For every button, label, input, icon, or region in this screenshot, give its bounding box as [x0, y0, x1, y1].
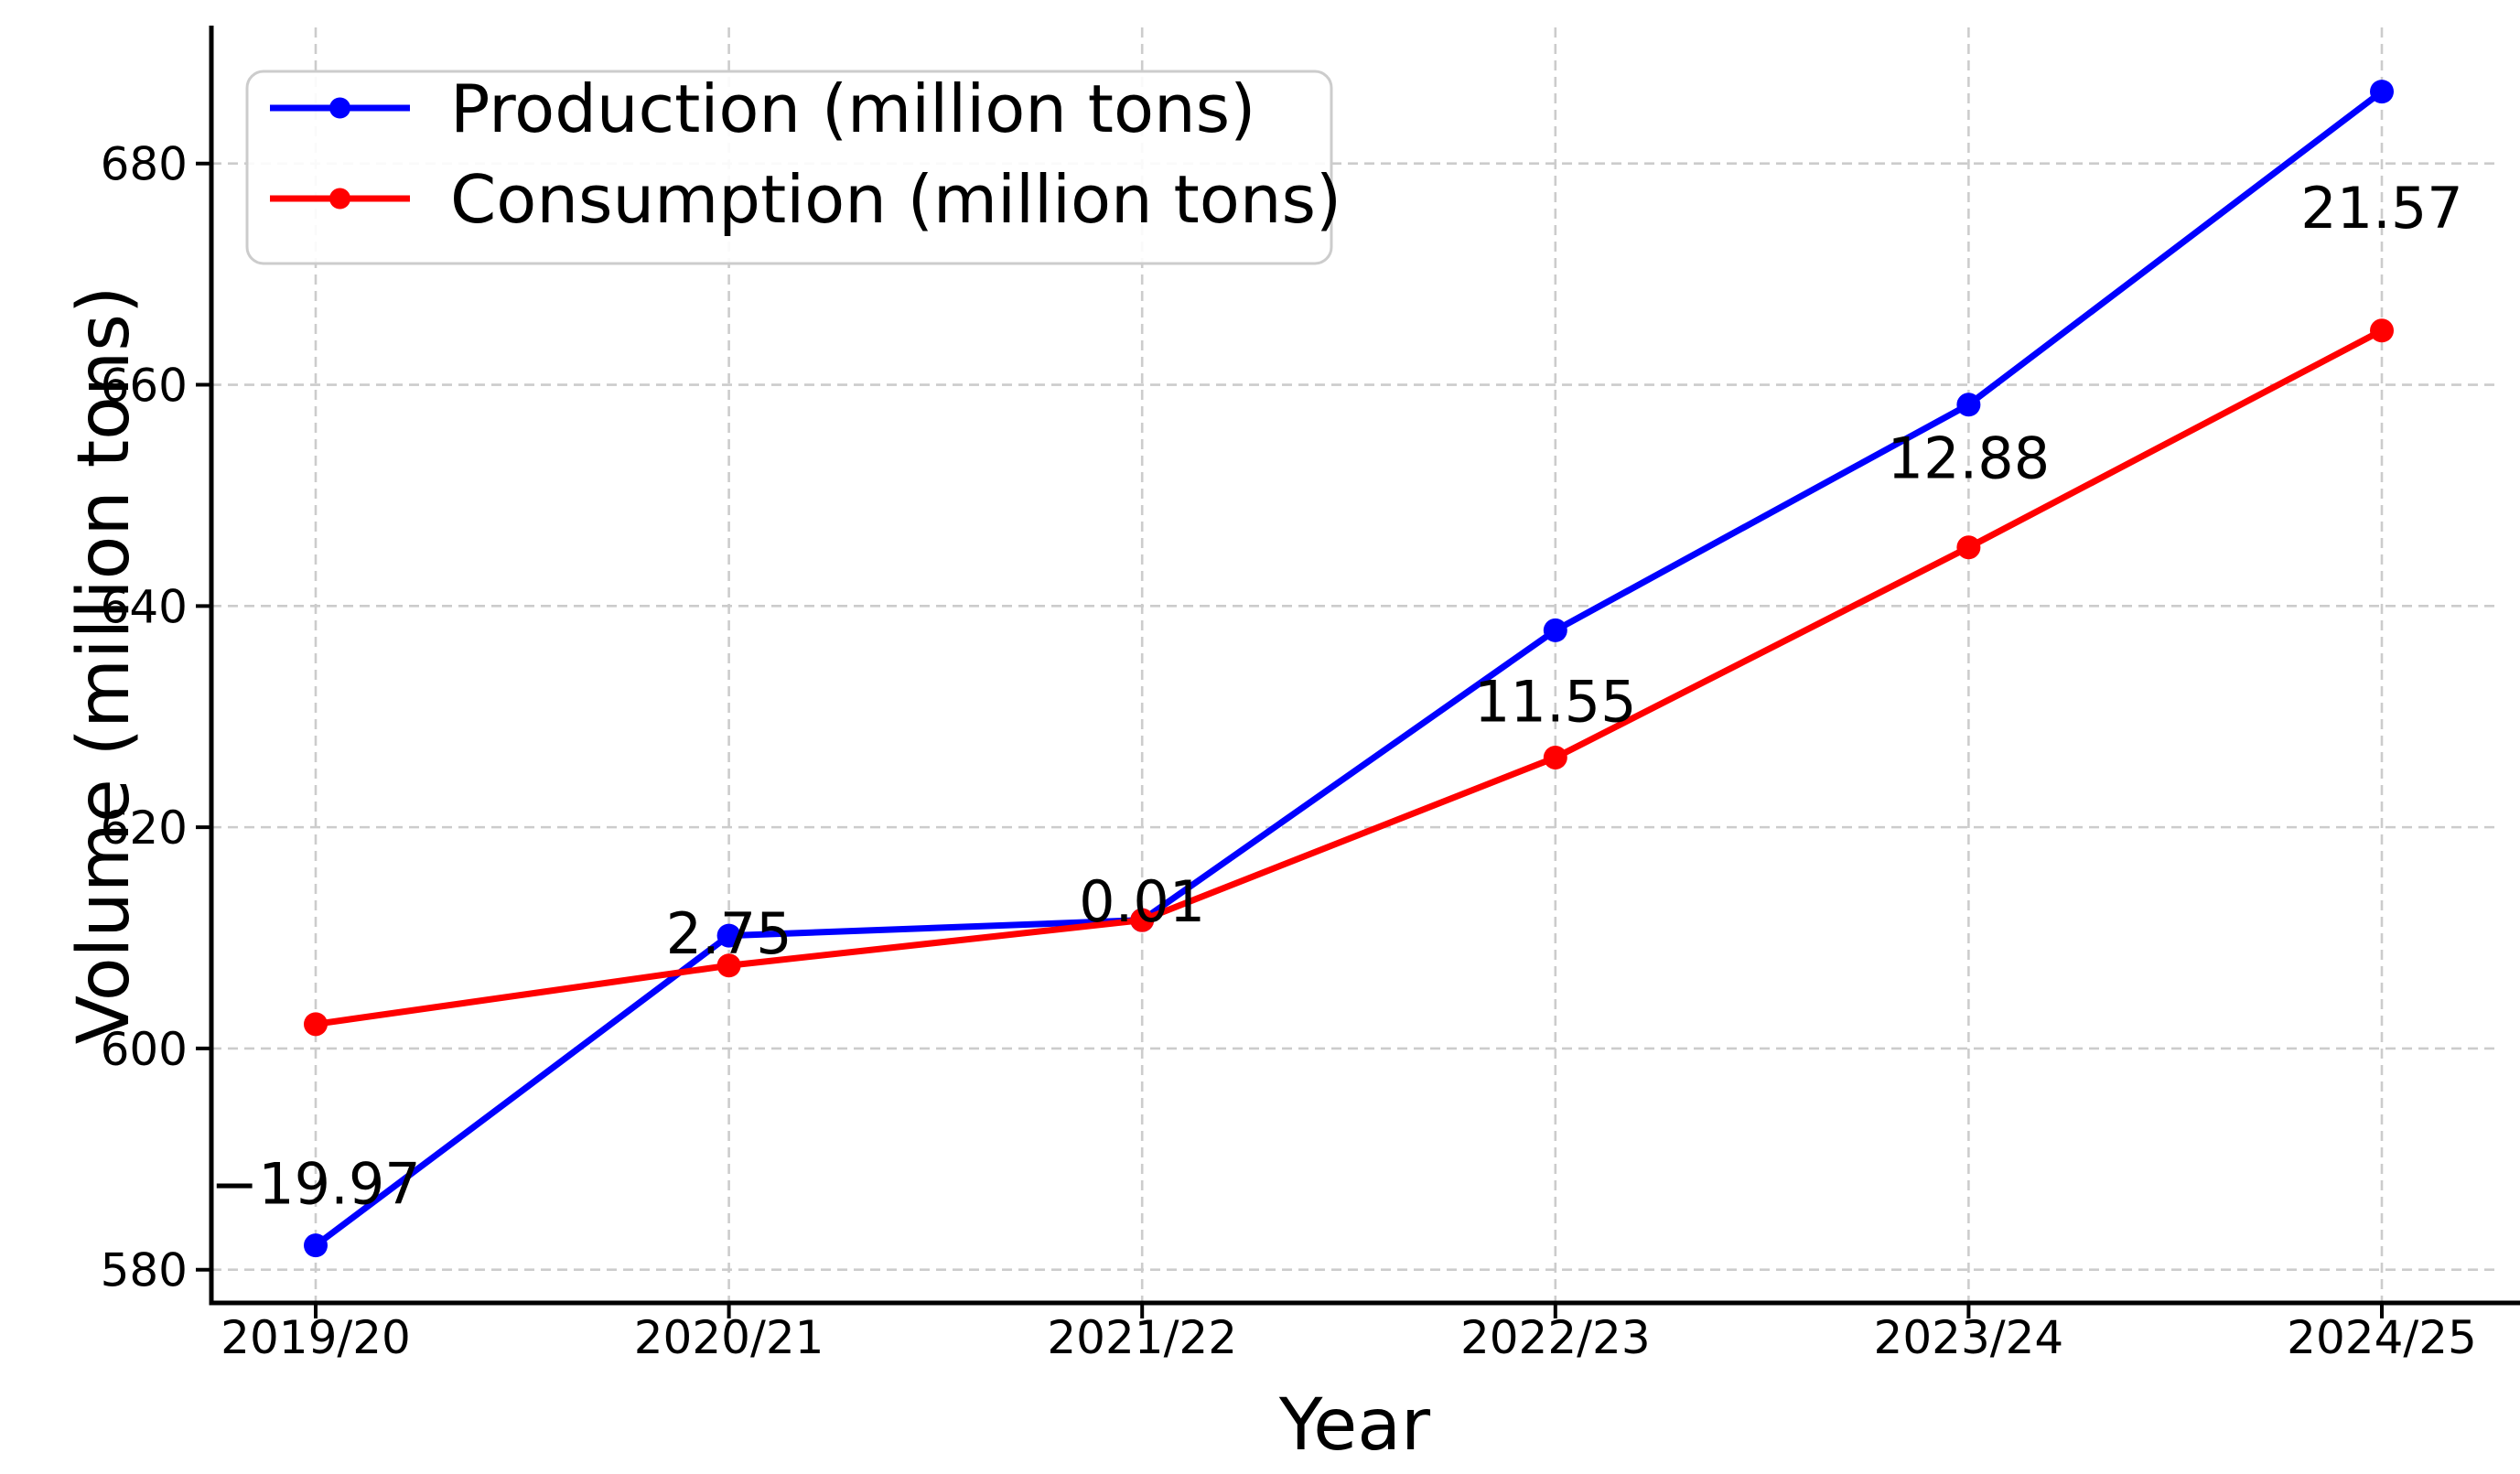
- y-tick-label: 620: [101, 802, 188, 855]
- y-tick-label: 580: [101, 1244, 188, 1297]
- production-marker: [2370, 80, 2394, 104]
- consumption-marker: [1956, 535, 1981, 560]
- annotation-label: 21.57: [2300, 175, 2463, 242]
- legend-marker-production: [329, 97, 350, 119]
- production-marker: [1543, 618, 1567, 642]
- x-tick-label: 2021/22: [1047, 1311, 1237, 1364]
- legend-marker-consumption: [329, 188, 350, 210]
- production-line: [312, 88, 2385, 1249]
- y-tick-label: 680: [101, 138, 188, 191]
- x-tick-label: 2024/25: [2287, 1311, 2477, 1364]
- y-tick-label: 640: [101, 580, 188, 633]
- legend-box: [245, 70, 1333, 265]
- annotation-label: 12.88: [1888, 425, 2051, 491]
- x-tick-label: 2022/23: [1460, 1311, 1651, 1364]
- consumption-marker: [716, 953, 741, 978]
- x-axis-title: Year: [1278, 1384, 1431, 1467]
- legend-label-consumption: Consumption (million tons): [450, 161, 1341, 238]
- consumption-marker: [1543, 745, 1567, 769]
- consumption-marker: [304, 1012, 328, 1037]
- x-tick-label: 2019/20: [221, 1311, 411, 1364]
- annotation-label: 0.01: [1079, 868, 1205, 935]
- annotation-label: 11.55: [1474, 668, 1637, 735]
- consumption-marker: [2370, 318, 2394, 343]
- production-marker: [1956, 393, 1981, 417]
- annotation-label: 2.75: [666, 900, 792, 967]
- consumption-line: [312, 327, 2385, 1027]
- y-tick-label: 660: [101, 360, 188, 413]
- consumption-marker: [1130, 908, 1155, 932]
- y-tick-label: 600: [101, 1023, 188, 1076]
- x-tick-label: 2020/21: [634, 1311, 824, 1364]
- production-marker: [716, 923, 741, 948]
- x-tick-label: 2023/24: [1874, 1311, 2064, 1364]
- production-marker: [304, 1233, 328, 1258]
- y-axis-title: Volume (million tons): [63, 286, 145, 1045]
- annotation-label: −19.97: [210, 1150, 420, 1217]
- legend-label-production: Production (million tons): [450, 70, 1255, 147]
